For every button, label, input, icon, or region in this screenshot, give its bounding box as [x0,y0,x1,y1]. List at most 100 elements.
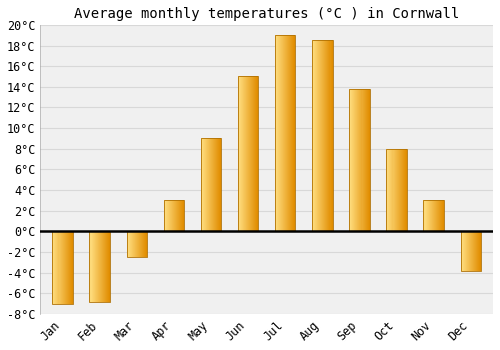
Bar [172,200,173,231]
Bar [318,40,320,231]
Bar [364,89,366,231]
Bar [470,231,471,271]
Bar [178,200,179,231]
Bar [108,231,109,301]
Bar [283,35,284,231]
Bar [179,200,180,231]
Bar [171,200,172,231]
Bar [388,149,390,231]
Bar [130,231,132,257]
Bar [430,200,432,231]
Bar [245,77,246,231]
Bar [64,231,66,303]
Bar [356,89,358,231]
Bar [278,35,279,231]
Bar [182,200,183,231]
Bar [478,231,479,271]
Bar [66,231,68,303]
Bar [312,40,313,231]
Bar [212,138,213,231]
Bar [168,200,169,231]
Bar [396,149,398,231]
Bar [428,200,430,231]
Bar [290,35,292,231]
Bar [248,77,249,231]
Bar [183,200,184,231]
Bar [438,200,439,231]
Bar [398,149,400,231]
Bar [392,149,394,231]
Bar [141,231,142,257]
Bar [476,231,477,271]
Bar [134,231,135,257]
Bar [181,200,182,231]
Bar [473,231,474,271]
Bar [102,231,104,301]
Bar [322,40,324,231]
Bar [144,231,145,257]
Bar [400,149,402,231]
Bar [317,40,318,231]
Bar [176,200,177,231]
Bar [256,77,258,231]
Bar [90,231,92,301]
Bar [464,231,466,271]
Bar [109,231,110,301]
Bar [180,200,181,231]
Bar [442,200,443,231]
Bar [240,77,241,231]
Bar [100,231,102,301]
Bar [275,35,276,231]
Bar [406,149,407,231]
Bar [434,200,436,231]
Bar [288,35,290,231]
Bar [254,77,256,231]
Bar [166,200,167,231]
Bar [239,77,240,231]
Bar [211,138,212,231]
Bar [360,89,362,231]
Bar [253,77,254,231]
Bar [56,231,58,303]
Bar [215,138,216,231]
Bar [62,231,64,303]
Bar [251,77,252,231]
Bar [164,200,166,231]
Bar [128,231,130,257]
Bar [250,77,251,231]
Bar [146,231,147,257]
Bar [137,231,138,257]
Bar [313,40,314,231]
Bar [136,231,137,257]
Bar [281,35,282,231]
Bar [440,200,441,231]
Bar [220,138,221,231]
Bar [276,35,277,231]
Bar [218,138,219,231]
Bar [326,40,328,231]
Bar [244,77,245,231]
Bar [142,231,143,257]
Bar [167,200,168,231]
Bar [279,35,280,231]
Bar [402,149,404,231]
Bar [436,200,438,231]
Bar [358,89,360,231]
Bar [386,149,388,231]
Bar [170,200,171,231]
Bar [105,231,106,301]
Bar [213,138,214,231]
Bar [132,231,134,257]
Bar [390,149,392,231]
Bar [210,138,211,231]
Bar [441,200,442,231]
Bar [292,35,294,231]
Bar [243,77,244,231]
Bar [424,200,426,231]
Bar [52,231,54,303]
Bar [468,231,470,271]
Bar [462,231,464,271]
Bar [320,40,322,231]
Bar [72,231,73,303]
Bar [474,231,475,271]
